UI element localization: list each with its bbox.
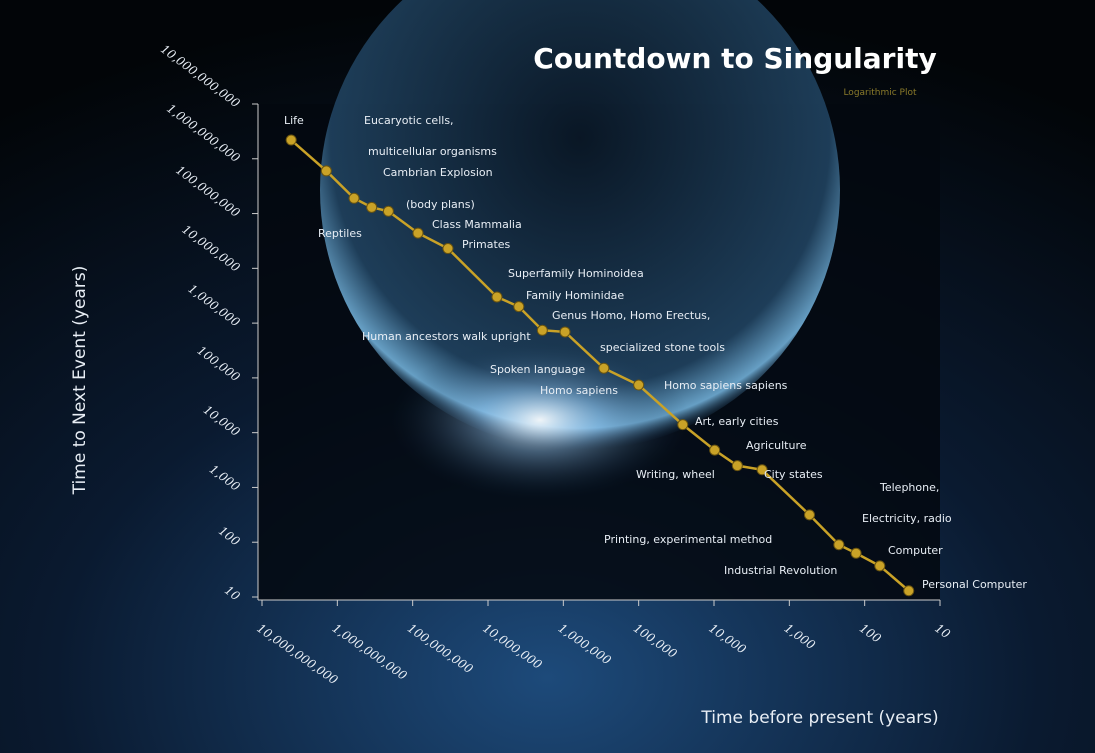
annotation: Cambrian Explosion bbox=[383, 166, 493, 179]
annotation: Genus Homo, Homo Erectus, bbox=[552, 309, 710, 322]
annotation: Homo sapiens bbox=[540, 384, 618, 397]
annotation: Writing, wheel bbox=[636, 468, 715, 481]
data-point bbox=[560, 327, 570, 337]
data-point bbox=[349, 193, 359, 203]
data-point bbox=[904, 586, 914, 596]
annotation: Art, early cities bbox=[695, 415, 779, 428]
data-point bbox=[413, 228, 423, 238]
y-axis-label: Time to Next Event (years) bbox=[70, 266, 90, 496]
chart-subtitle: Logarithmic Plot bbox=[843, 88, 917, 98]
chart-title: Countdown to Singularity bbox=[533, 42, 936, 75]
data-point bbox=[537, 325, 547, 335]
annotation: Primates bbox=[462, 238, 511, 251]
data-point bbox=[710, 445, 720, 455]
annotation: Industrial Revolution bbox=[724, 564, 837, 577]
annotation: Electricity, radio bbox=[862, 512, 952, 525]
annotation: Class Mammalia bbox=[432, 218, 522, 231]
data-point bbox=[875, 561, 885, 571]
annotation: Human ancestors walk upright bbox=[362, 330, 531, 343]
data-point bbox=[834, 540, 844, 550]
annotation: specialized stone tools bbox=[600, 341, 725, 354]
data-point bbox=[514, 302, 524, 312]
data-point bbox=[443, 244, 453, 254]
x-axis-label: Time before present (years) bbox=[700, 708, 938, 728]
annotation: Homo sapiens sapiens bbox=[664, 379, 788, 392]
data-point bbox=[492, 292, 502, 302]
annotation: (body plans) bbox=[406, 198, 475, 211]
annotation: Family Hominidae bbox=[526, 289, 624, 302]
data-point bbox=[286, 135, 296, 145]
data-point bbox=[367, 202, 377, 212]
annotation: Life bbox=[284, 114, 304, 127]
data-point bbox=[321, 166, 331, 176]
data-point bbox=[851, 548, 861, 558]
annotation: Spoken language bbox=[490, 363, 585, 376]
annotation: Agriculture bbox=[746, 439, 807, 452]
annotation: Reptiles bbox=[318, 227, 362, 240]
annotation: multicellular organisms bbox=[368, 145, 497, 158]
data-point bbox=[634, 380, 644, 390]
data-point bbox=[804, 510, 814, 520]
data-point bbox=[599, 363, 609, 373]
data-point bbox=[732, 461, 742, 471]
data-point bbox=[383, 206, 393, 216]
annotation: City states bbox=[764, 468, 823, 481]
annotation: Eucaryotic cells, bbox=[364, 114, 454, 127]
annotation: Superfamily Hominoidea bbox=[508, 267, 644, 280]
data-point bbox=[678, 420, 688, 430]
annotation: Personal Computer bbox=[922, 578, 1027, 591]
annotation: Computer bbox=[888, 544, 943, 557]
annotation: Printing, experimental method bbox=[604, 533, 772, 546]
annotation: Telephone, bbox=[879, 481, 939, 494]
chart: Countdown to Singularity Logarithmic Plo… bbox=[0, 0, 1095, 753]
